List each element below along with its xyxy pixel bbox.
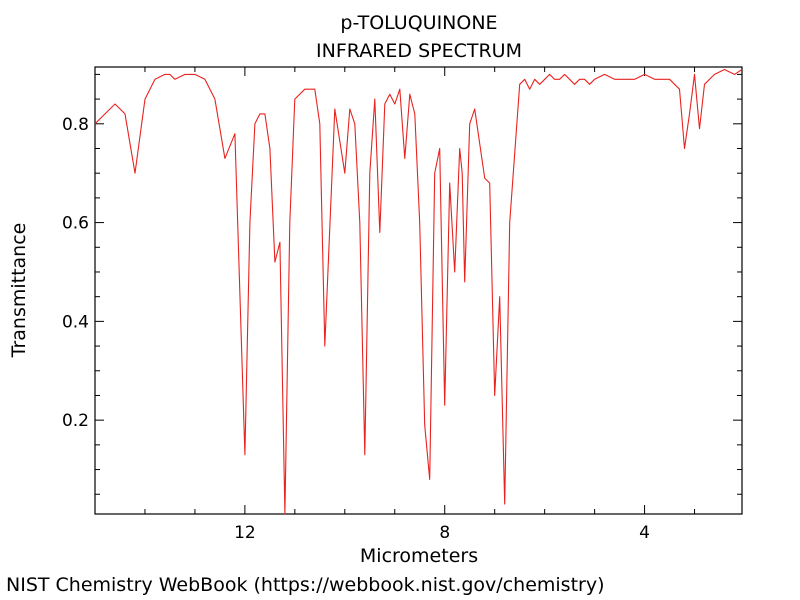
- y-tick-label: 0.2: [62, 411, 89, 431]
- x-tick-label: 4: [639, 523, 650, 543]
- plot-frame: [94, 66, 743, 515]
- y-tick-label: 0.4: [62, 312, 89, 332]
- chart-title: p-TOLUQUINONE: [340, 12, 497, 34]
- chart-subtitle: INFRARED SPECTRUM: [316, 40, 522, 62]
- x-axis-ticks: 12 8 4: [144, 67, 696, 543]
- y-axis-label: Transmittance: [8, 223, 30, 359]
- x-tick-label: 8: [439, 523, 450, 543]
- y-axis-ticks: 0.2 0.4 0.6 0.8: [62, 73, 742, 495]
- x-axis-label: Micrometers: [360, 545, 478, 567]
- y-tick-label: 0.6: [62, 214, 89, 234]
- source-credit: NIST Chemistry WebBook (https://webbook.…: [6, 574, 605, 596]
- spectrum-line: [94, 68, 743, 515]
- y-tick-label: 0.8: [62, 115, 89, 135]
- x-tick-label: 12: [234, 523, 256, 543]
